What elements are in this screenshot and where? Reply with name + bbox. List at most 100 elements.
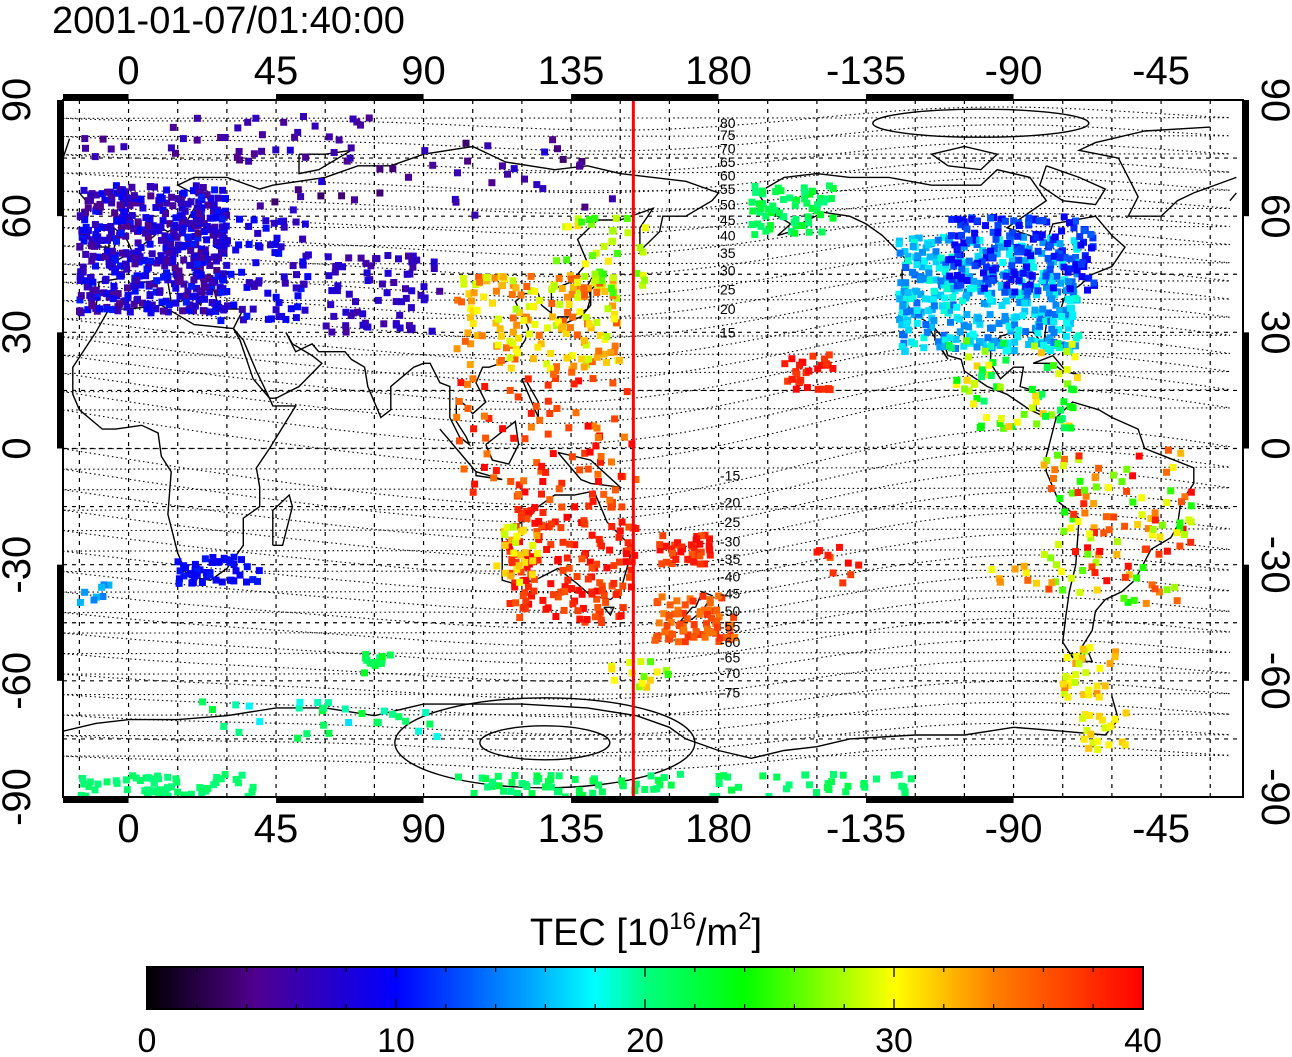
tec-point bbox=[324, 253, 332, 261]
tec-point bbox=[757, 222, 765, 230]
tec-point bbox=[1082, 492, 1090, 500]
tec-point bbox=[829, 569, 837, 577]
tec-point bbox=[334, 282, 342, 290]
tec-point bbox=[508, 291, 516, 298]
tec-point bbox=[608, 195, 616, 203]
tec-point bbox=[179, 307, 187, 315]
tec-point bbox=[471, 480, 479, 488]
tec-point bbox=[114, 290, 122, 298]
tec-point bbox=[1096, 547, 1104, 555]
tec-point bbox=[84, 306, 92, 314]
tec-point bbox=[76, 307, 84, 315]
tec-point bbox=[1155, 550, 1163, 558]
tec-point bbox=[650, 785, 658, 793]
tec-point bbox=[999, 259, 1007, 266]
tec-point bbox=[541, 783, 549, 791]
tec-point bbox=[1093, 586, 1101, 594]
tec-point bbox=[568, 368, 576, 376]
tec-point bbox=[898, 321, 906, 329]
tec-point bbox=[1087, 534, 1095, 542]
tec-point bbox=[93, 202, 101, 210]
tec-point bbox=[666, 601, 674, 609]
tec-point bbox=[191, 560, 199, 568]
tec-point bbox=[99, 135, 107, 143]
tec-point bbox=[1043, 457, 1051, 464]
tec-point bbox=[164, 272, 172, 280]
tec-point bbox=[903, 320, 911, 327]
tec-point bbox=[194, 269, 201, 276]
tec-point bbox=[920, 334, 928, 342]
tec-point bbox=[301, 220, 309, 228]
tec-point bbox=[749, 207, 757, 215]
tec-point bbox=[651, 636, 659, 644]
tec-point bbox=[92, 191, 100, 199]
tec-point bbox=[1068, 489, 1076, 497]
tec-point bbox=[341, 705, 349, 713]
tec-point bbox=[114, 307, 122, 315]
tec-point bbox=[784, 377, 792, 385]
tec-point bbox=[408, 287, 416, 295]
tec-point bbox=[1032, 392, 1040, 400]
tec-point bbox=[931, 252, 939, 260]
tec-point bbox=[1054, 541, 1062, 548]
frame-bar-bottom bbox=[866, 797, 1014, 803]
tec-point bbox=[454, 169, 461, 177]
tec-point bbox=[786, 194, 794, 202]
tec-point bbox=[982, 248, 990, 256]
y-tick-label-right: -90 bbox=[1253, 768, 1292, 826]
tec-point bbox=[1148, 581, 1156, 589]
tec-point bbox=[618, 777, 626, 785]
tec-point bbox=[120, 297, 128, 305]
tec-point bbox=[1072, 334, 1080, 342]
tec-point bbox=[271, 198, 279, 206]
tec-point bbox=[1070, 237, 1078, 245]
tec-point bbox=[469, 320, 477, 328]
tec-point bbox=[529, 355, 537, 363]
tec-point bbox=[828, 778, 835, 786]
tec-point bbox=[194, 234, 202, 242]
tec-point bbox=[139, 204, 147, 212]
tec-point bbox=[531, 287, 539, 295]
tec-point bbox=[1158, 521, 1166, 529]
tec-point bbox=[1032, 397, 1040, 405]
tec-point bbox=[1016, 298, 1024, 306]
tec-point bbox=[353, 308, 361, 316]
tec-point bbox=[581, 449, 589, 457]
tec-point bbox=[953, 272, 961, 279]
tec-point bbox=[751, 231, 759, 239]
colorbar-ticks: 0 10 20 30 40 bbox=[138, 967, 1162, 1057]
tec-point bbox=[519, 604, 527, 612]
tec-point bbox=[201, 307, 209, 315]
tec-point bbox=[568, 453, 576, 461]
tec-point bbox=[748, 221, 756, 229]
tec-point bbox=[1043, 218, 1051, 226]
tec-point bbox=[508, 778, 516, 786]
tec-point bbox=[1008, 262, 1016, 270]
tec-point bbox=[272, 306, 280, 314]
tec-point bbox=[816, 547, 823, 555]
tec-point bbox=[751, 182, 759, 190]
tec-point bbox=[595, 781, 603, 789]
coastline bbox=[603, 606, 615, 617]
tec-point bbox=[679, 609, 687, 617]
tec-point bbox=[85, 783, 93, 791]
tec-point bbox=[484, 783, 492, 791]
tec-point bbox=[609, 289, 617, 297]
tec-point bbox=[171, 264, 179, 272]
tec-point bbox=[932, 276, 940, 284]
tec-point bbox=[1121, 741, 1129, 749]
tec-point bbox=[465, 290, 473, 298]
colorbar: TEC [1016/m2] 0 10 20 30 40 bbox=[138, 908, 1162, 1057]
tec-point bbox=[161, 262, 169, 270]
tec-point bbox=[941, 294, 949, 302]
tec-point bbox=[673, 597, 681, 605]
tec-point bbox=[771, 206, 779, 214]
tec-point bbox=[509, 328, 517, 336]
tec-point bbox=[911, 310, 918, 318]
tec-point bbox=[598, 586, 606, 594]
tec-point bbox=[578, 355, 586, 363]
tec-point bbox=[108, 194, 116, 202]
tec-point bbox=[1002, 356, 1010, 364]
tec-point bbox=[913, 299, 921, 307]
tec-point bbox=[1066, 320, 1074, 328]
